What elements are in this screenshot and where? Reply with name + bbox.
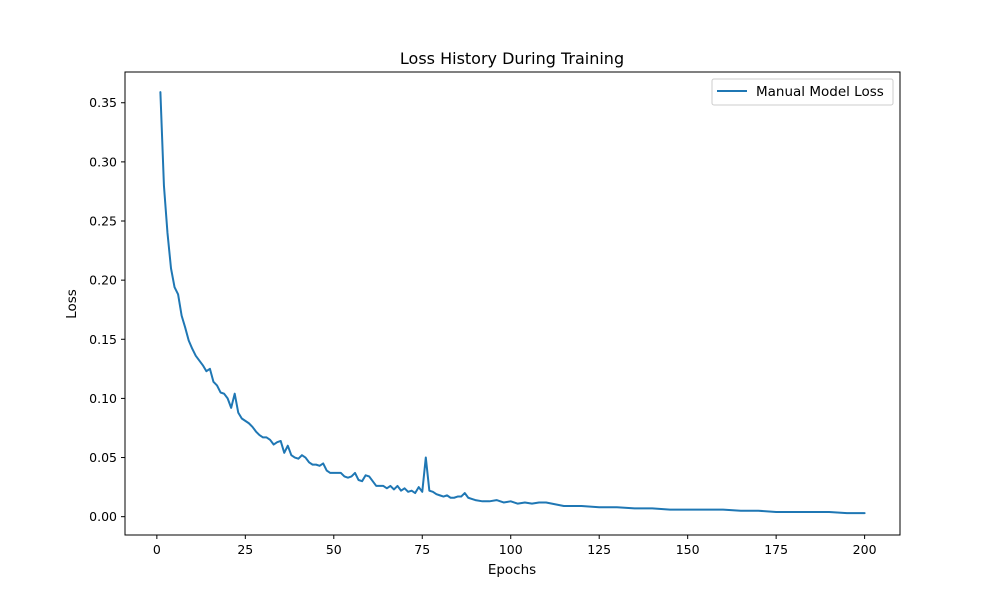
y-tick-label: 0.15 <box>89 332 117 347</box>
x-tick-label: 50 <box>326 542 342 557</box>
x-axis: 0 25 50 75 100 125 150 175 200 <box>153 535 877 557</box>
x-tick-label: 200 <box>853 542 877 557</box>
y-axis: 0.00 0.05 0.10 0.15 0.20 0.25 0.30 0.35 <box>89 95 125 524</box>
y-tick-label: 0.20 <box>89 273 117 288</box>
legend: Manual Model Loss <box>711 78 894 106</box>
legend-label: Manual Model Loss <box>756 84 884 100</box>
x-axis-label: Epochs <box>488 562 536 578</box>
x-tick-label: 175 <box>764 542 788 557</box>
x-tick-label: 75 <box>414 542 430 557</box>
x-tick-label: 150 <box>676 542 700 557</box>
y-tick-label: 0.35 <box>89 95 117 110</box>
y-tick-label: 0.30 <box>89 154 117 169</box>
y-tick-label: 0.05 <box>89 450 117 465</box>
legend-box <box>711 78 894 106</box>
x-tick-label: 25 <box>237 542 253 557</box>
plot-frame <box>124 71 901 536</box>
loss-series-line <box>159 91 866 515</box>
y-axis-label: Loss <box>64 289 80 319</box>
plot-area <box>124 71 901 536</box>
x-tick-label: 125 <box>587 542 611 557</box>
chart-title: Loss History During Training <box>400 49 624 68</box>
y-tick-label: 0.25 <box>89 214 117 229</box>
x-tick-label: 0 <box>153 542 161 557</box>
y-tick-label: 0.00 <box>89 509 117 524</box>
y-tick-label: 0.10 <box>89 391 117 406</box>
x-tick-label: 100 <box>499 542 523 557</box>
